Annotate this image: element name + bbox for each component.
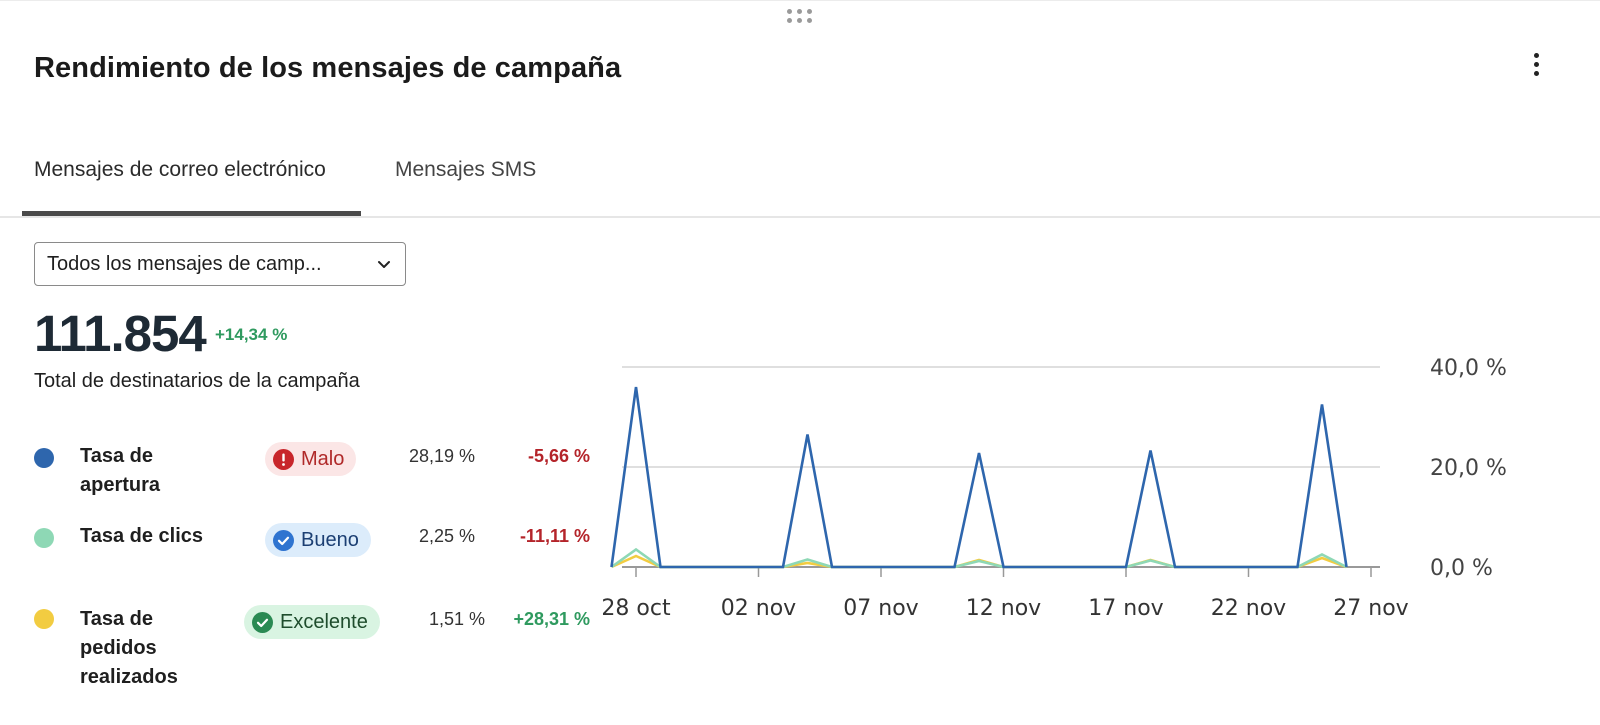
metric-name-open-rate: Tasa de apertura bbox=[80, 445, 161, 496]
more-options-icon[interactable] bbox=[1524, 50, 1548, 78]
drag-handle-icon[interactable] bbox=[787, 9, 815, 27]
y-tick-label: 20,0 % bbox=[1430, 456, 1507, 481]
tab-email-messages[interactable]: Mensajes de correo electrónico bbox=[34, 158, 326, 181]
x-tick-label: 02 nov bbox=[721, 596, 796, 621]
x-tick-label: 28 oct bbox=[601, 596, 671, 621]
x-tick-label: 07 nov bbox=[843, 596, 918, 621]
check-circle-icon bbox=[252, 611, 273, 633]
total-recipients-value: 111.854 bbox=[34, 305, 207, 362]
tab-sms-messages[interactable]: Mensajes SMS bbox=[395, 158, 537, 181]
status-badge-bad: Malo bbox=[265, 442, 357, 476]
alert-icon bbox=[273, 448, 294, 470]
card-top-border bbox=[0, 0, 1600, 1]
y-tick-label: 40,0 % bbox=[1430, 356, 1507, 381]
status-badge-excellent: Excelente bbox=[244, 605, 380, 639]
x-tick-label: 12 nov bbox=[966, 596, 1041, 621]
metric-change-open-rate: -5,66 % bbox=[527, 446, 590, 466]
x-tick-label: 27 nov bbox=[1333, 596, 1408, 621]
status-badge-good: Bueno bbox=[265, 523, 371, 557]
chevron-down-icon bbox=[378, 261, 390, 268]
metric-value-order-rate: 1,51 % bbox=[428, 609, 485, 629]
series-open-rate-line bbox=[610, 386, 1348, 569]
campaign-messages-select[interactable]: Todos los mensajes de camp... bbox=[34, 242, 406, 286]
x-tick-label: 17 nov bbox=[1088, 596, 1163, 621]
metric-name-order-rate: Tasa de pedidos realizados bbox=[80, 608, 178, 688]
metric-value-open-rate: 28,19 % bbox=[408, 446, 475, 466]
legend-dot-click-rate bbox=[34, 528, 54, 548]
total-recipients-label: Total de destinatarios de la campaña bbox=[34, 370, 360, 392]
series-order-rate-line bbox=[610, 554, 1347, 569]
metric-value-click-rate: 2,25 % bbox=[418, 526, 475, 546]
y-tick-label: 0,0 % bbox=[1430, 556, 1493, 581]
tabs-divider bbox=[0, 216, 1600, 218]
metric-name-click-rate: Tasa de clics bbox=[80, 525, 204, 547]
message-type-tabs: Mensajes de correo electrónico Mensajes … bbox=[0, 150, 1600, 218]
series-click-rate-line bbox=[610, 547, 1348, 569]
total-recipients-change: +14,34 % bbox=[215, 325, 288, 344]
x-tick-label: 22 nov bbox=[1211, 596, 1286, 621]
metric-change-click-rate: -11,11 % bbox=[519, 526, 590, 546]
legend-dot-open-rate bbox=[34, 448, 54, 468]
active-tab-indicator bbox=[22, 211, 361, 216]
metric-change-order-rate: +28,31 % bbox=[513, 609, 590, 629]
legend-dot-order-rate bbox=[34, 609, 54, 629]
check-badge-icon bbox=[273, 529, 294, 551]
card-title: Rendimiento de los mensajes de campaña bbox=[34, 52, 622, 84]
campaign-messages-select-value: Todos los mensajes de camp... bbox=[47, 252, 322, 275]
